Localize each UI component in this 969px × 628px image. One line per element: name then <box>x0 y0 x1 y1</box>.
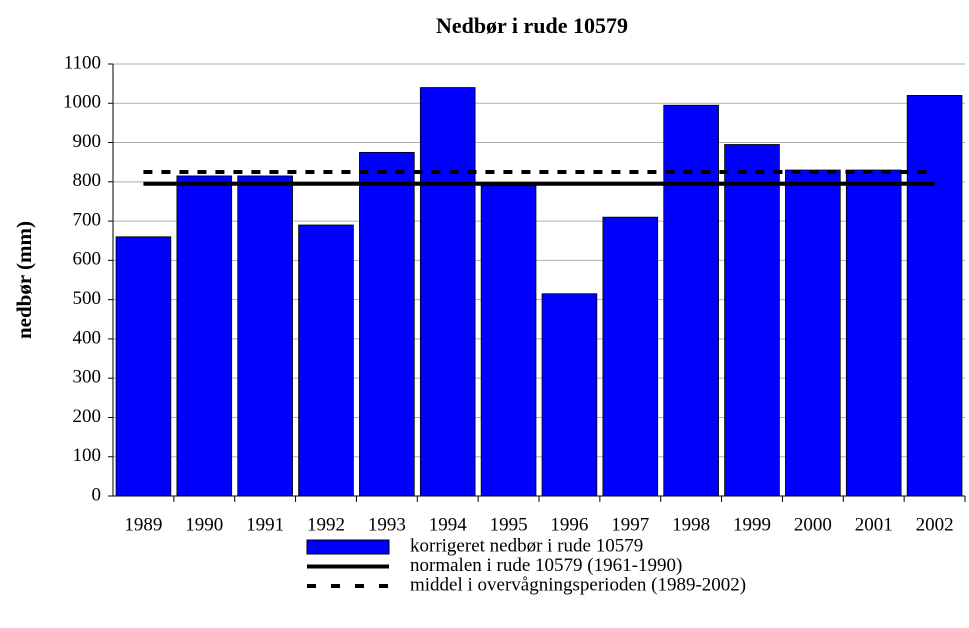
y-tick-label: 300 <box>73 367 102 388</box>
y-tick-label: 0 <box>92 484 102 505</box>
y-tick-label: 700 <box>73 209 102 230</box>
bar <box>663 104 719 497</box>
x-tick-label: 1994 <box>429 514 468 535</box>
y-tick-label: 900 <box>73 131 102 152</box>
x-tick-label: 2002 <box>916 514 954 535</box>
y-tick-label: 800 <box>73 170 102 191</box>
chart-title: Nedbør i rude 10579 <box>436 13 628 38</box>
x-tick-label: 1995 <box>490 514 528 535</box>
bar <box>724 144 780 497</box>
y-tick-label: 100 <box>73 445 102 466</box>
legend-swatch <box>306 539 390 555</box>
bar <box>785 169 841 497</box>
y-axis-label: nedbør (mm) <box>12 221 36 339</box>
y-tick-label: 500 <box>73 288 102 309</box>
bar <box>419 87 476 497</box>
y-tick-label: 400 <box>73 327 102 348</box>
x-tick-label: 1998 <box>672 514 710 535</box>
x-tick-label: 1993 <box>368 514 406 535</box>
x-tick-label: 2000 <box>794 514 832 535</box>
legend-label: normalen i rude 10579 (1961-1990) <box>410 555 682 576</box>
bar <box>237 175 293 497</box>
x-tick-label: 1997 <box>611 514 649 535</box>
bar <box>845 169 902 497</box>
x-tick-label: 2001 <box>855 514 893 535</box>
bar <box>602 216 659 497</box>
x-tick-label: 1991 <box>246 514 284 535</box>
y-tick-label: 1100 <box>64 52 101 73</box>
bar <box>115 236 172 497</box>
legend-label: korrigeret nedbør i rude 10579 <box>410 535 643 556</box>
bar <box>298 224 354 497</box>
x-tick-label: 1990 <box>185 514 223 535</box>
bar <box>359 151 415 497</box>
bar <box>906 95 963 497</box>
x-tick-label: 1996 <box>550 514 588 535</box>
x-tick-label: 1989 <box>124 514 162 535</box>
bar <box>541 293 598 497</box>
legend-label: middel i overvågningsperioden (1989-2002… <box>410 574 746 595</box>
bar <box>480 185 537 497</box>
x-tick-label: 1992 <box>307 514 345 535</box>
y-tick-label: 1000 <box>63 92 101 113</box>
bar <box>176 175 233 497</box>
y-tick-label: 600 <box>73 249 102 270</box>
x-tick-label: 1999 <box>733 514 771 535</box>
y-tick-label: 200 <box>73 406 102 427</box>
